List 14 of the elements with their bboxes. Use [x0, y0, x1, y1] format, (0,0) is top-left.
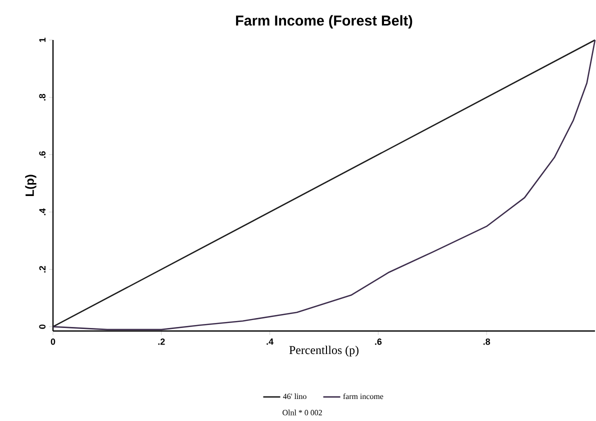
y-axis-title: L(p) — [25, 174, 36, 196]
x-tick-label: .8 — [483, 338, 490, 345]
x-tick-label: 0 — [50, 338, 56, 345]
y-tick-label: .4 — [39, 208, 46, 216]
chart-title: Farm Income (Forest Belt) — [236, 15, 412, 29]
x-tick-label: .2 — [158, 338, 165, 345]
y-tick-label: .2 — [39, 266, 46, 272]
y-tick-label: 0 — [39, 324, 46, 329]
y-tick-label: .6 — [39, 151, 46, 158]
x-axis-title: Percentllos (p) — [289, 346, 358, 357]
y-tick-label: .8 — [39, 94, 46, 100]
x-tick-label: .4 — [266, 338, 274, 345]
x-tick-label: .6 — [375, 338, 382, 345]
y-tick-label: 1 — [39, 38, 46, 42]
